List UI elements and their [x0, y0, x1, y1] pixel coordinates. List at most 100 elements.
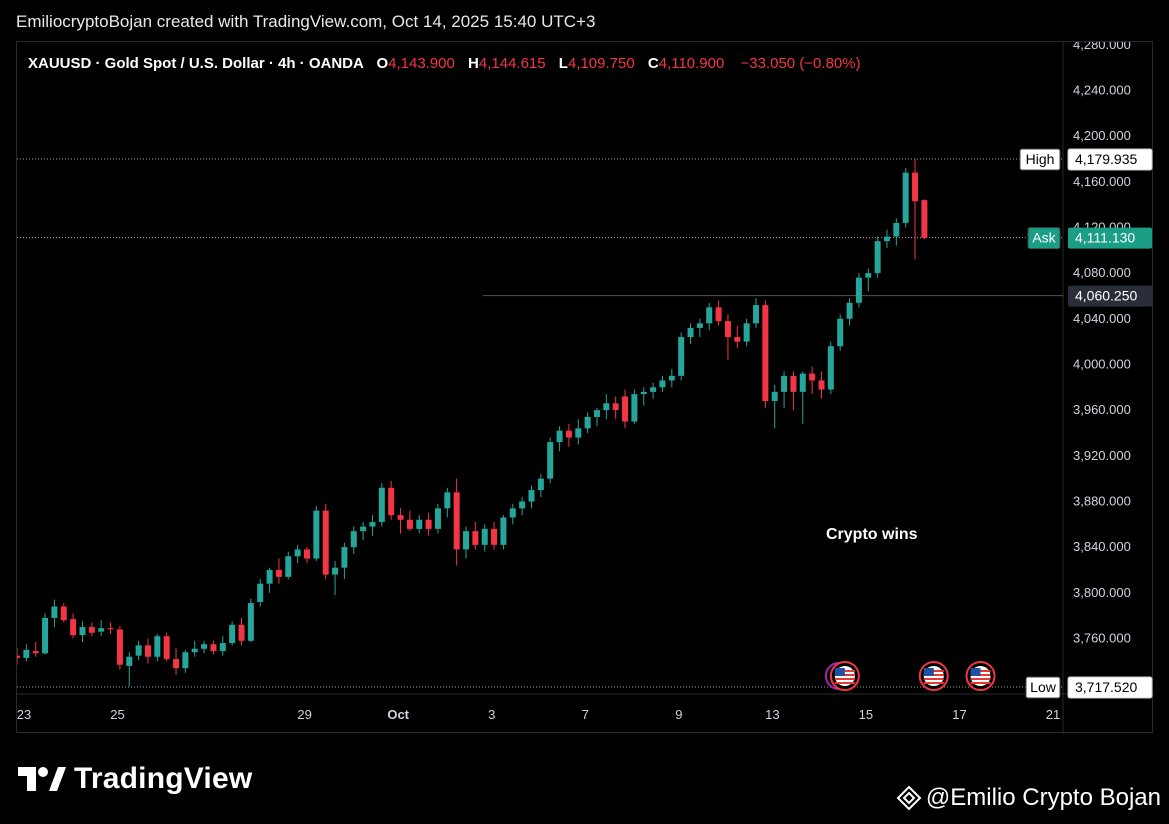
candle-body[interactable]: [369, 522, 376, 527]
candle-body[interactable]: [827, 346, 834, 390]
candle-body[interactable]: [173, 659, 180, 669]
candle-body[interactable]: [528, 490, 535, 502]
candle-body[interactable]: [771, 391, 778, 401]
candle-body[interactable]: [584, 416, 591, 429]
candle-body[interactable]: [565, 430, 572, 438]
candle-body[interactable]: [238, 624, 245, 641]
candle-body[interactable]: [743, 323, 750, 342]
candle-body[interactable]: [144, 645, 151, 657]
candle-body[interactable]: [921, 200, 928, 238]
candle-body[interactable]: [799, 373, 806, 392]
candle-body[interactable]: [809, 373, 816, 381]
candle-body[interactable]: [275, 569, 282, 577]
candle-body[interactable]: [893, 222, 900, 237]
candle-body[interactable]: [313, 510, 320, 559]
candle-body[interactable]: [706, 307, 713, 324]
candle-body[interactable]: [855, 277, 862, 303]
candle-body[interactable]: [51, 606, 58, 618]
candle-body[interactable]: [285, 556, 292, 577]
candle-body[interactable]: [883, 236, 890, 242]
candle-body[interactable]: [116, 629, 123, 665]
candle-body[interactable]: [547, 442, 554, 479]
candle-body[interactable]: [865, 273, 872, 278]
candle-body[interactable]: [734, 337, 741, 342]
candle-body[interactable]: [640, 391, 647, 395]
candle-body[interactable]: [603, 403, 610, 411]
candle-body[interactable]: [519, 501, 526, 509]
candle-body[interactable]: [135, 645, 142, 656]
candle-body[interactable]: [837, 318, 844, 347]
candle-body[interactable]: [902, 172, 909, 223]
candle-body[interactable]: [126, 656, 133, 666]
candle-body[interactable]: [154, 636, 161, 657]
candle-body[interactable]: [360, 526, 367, 532]
candle-body[interactable]: [753, 305, 760, 324]
candle-body[interactable]: [818, 380, 825, 390]
candle-body[interactable]: [266, 569, 273, 584]
candle-body[interactable]: [715, 307, 722, 322]
candle-body[interactable]: [668, 375, 675, 381]
candle-body[interactable]: [416, 519, 423, 529]
candle-body[interactable]: [182, 652, 189, 669]
candle-body[interactable]: [612, 403, 619, 411]
candle-body[interactable]: [537, 478, 544, 491]
candle-body[interactable]: [912, 172, 919, 202]
candle-body[interactable]: [98, 628, 105, 632]
candle-body[interactable]: [294, 549, 301, 557]
candle-body[interactable]: [107, 628, 114, 630]
candle-body[interactable]: [303, 549, 310, 559]
candle-body[interactable]: [491, 528, 498, 545]
candle-body[interactable]: [23, 649, 30, 658]
candle-body[interactable]: [575, 428, 582, 438]
candle-body[interactable]: [210, 644, 217, 652]
candle-body[interactable]: [434, 508, 441, 529]
chart-frame[interactable]: 3,760.000 3,800.000 3,840.000 3,880.000 3,92…: [16, 41, 1154, 734]
candlestick-chart[interactable]: 3,760.000 3,800.000 3,840.000 3,880.000 3,92…: [17, 42, 1154, 734]
candle-body[interactable]: [32, 651, 39, 654]
candle-body[interactable]: [229, 624, 236, 644]
candle-body[interactable]: [88, 627, 95, 633]
candle-body[interactable]: [219, 643, 226, 652]
candle-body[interactable]: [631, 394, 638, 422]
candle-body[interactable]: [425, 519, 432, 529]
candle-body[interactable]: [593, 410, 600, 417]
candle-body[interactable]: [481, 528, 488, 545]
candle-body[interactable]: [472, 531, 479, 545]
candle-body[interactable]: [790, 375, 797, 392]
candle-body[interactable]: [500, 517, 507, 545]
candle-body[interactable]: [388, 487, 395, 516]
candle-body[interactable]: [60, 606, 67, 621]
candle-body[interactable]: [322, 510, 329, 575]
candle-body[interactable]: [453, 492, 460, 550]
candle-body[interactable]: [247, 603, 254, 641]
candle-body[interactable]: [163, 636, 170, 660]
candle-body[interactable]: [781, 375, 788, 392]
candle-body[interactable]: [659, 380, 666, 388]
candle-body[interactable]: [191, 648, 198, 653]
candle-body[interactable]: [17, 655, 20, 658]
candle-body[interactable]: [257, 583, 264, 602]
candle-body[interactable]: [650, 387, 657, 392]
candle-body[interactable]: [696, 323, 703, 328]
candle-body[interactable]: [79, 627, 86, 636]
candle-body[interactable]: [201, 644, 208, 649]
candle-body[interactable]: [332, 567, 339, 575]
candle-body[interactable]: [556, 430, 563, 443]
candle-body[interactable]: [874, 241, 881, 274]
candle-body[interactable]: [509, 508, 516, 518]
candle-body[interactable]: [70, 619, 77, 636]
candle-body[interactable]: [622, 396, 629, 422]
candle-body[interactable]: [762, 305, 769, 401]
candle-body[interactable]: [42, 617, 49, 654]
candle-body[interactable]: [406, 519, 413, 529]
candle-body[interactable]: [378, 487, 385, 523]
candle-body[interactable]: [397, 515, 404, 520]
candle-body[interactable]: [341, 547, 348, 568]
candle-body[interactable]: [444, 492, 451, 509]
candle-body[interactable]: [687, 327, 694, 338]
candle-body[interactable]: [678, 337, 685, 376]
candle-body[interactable]: [724, 321, 731, 338]
candle-body[interactable]: [463, 531, 470, 550]
candle-body[interactable]: [846, 302, 853, 319]
candle-body[interactable]: [350, 531, 357, 548]
